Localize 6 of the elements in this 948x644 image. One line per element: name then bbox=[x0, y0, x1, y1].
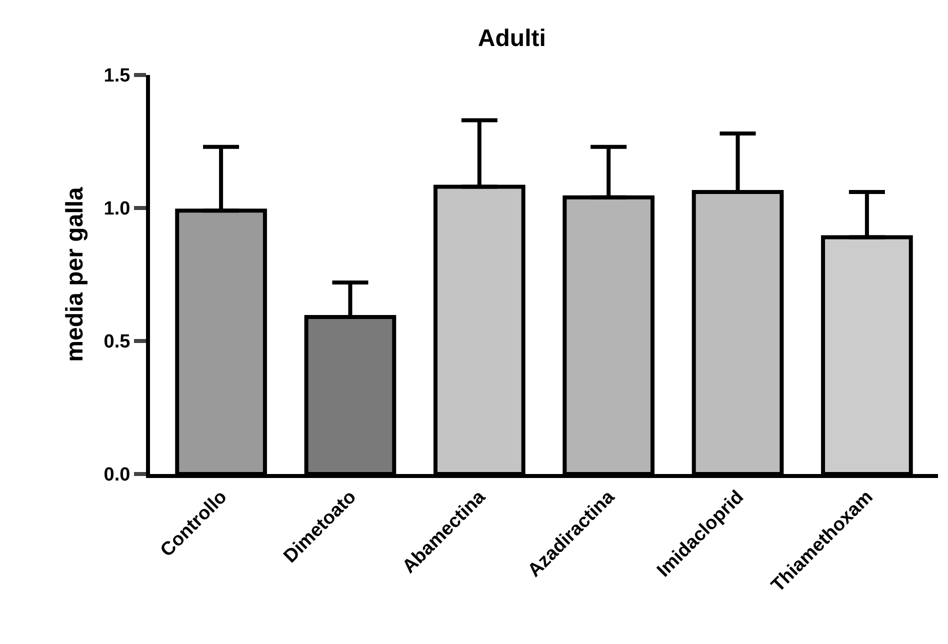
y-tick-label: 1.0 bbox=[104, 198, 130, 220]
y-tick-label: 0.0 bbox=[104, 464, 130, 486]
y-tick-label: 1.5 bbox=[104, 66, 131, 87]
y-tick-label: 0.5 bbox=[104, 332, 131, 353]
y-axis-title: media per galla bbox=[61, 186, 88, 362]
chart-title: Adulti bbox=[478, 24, 546, 52]
